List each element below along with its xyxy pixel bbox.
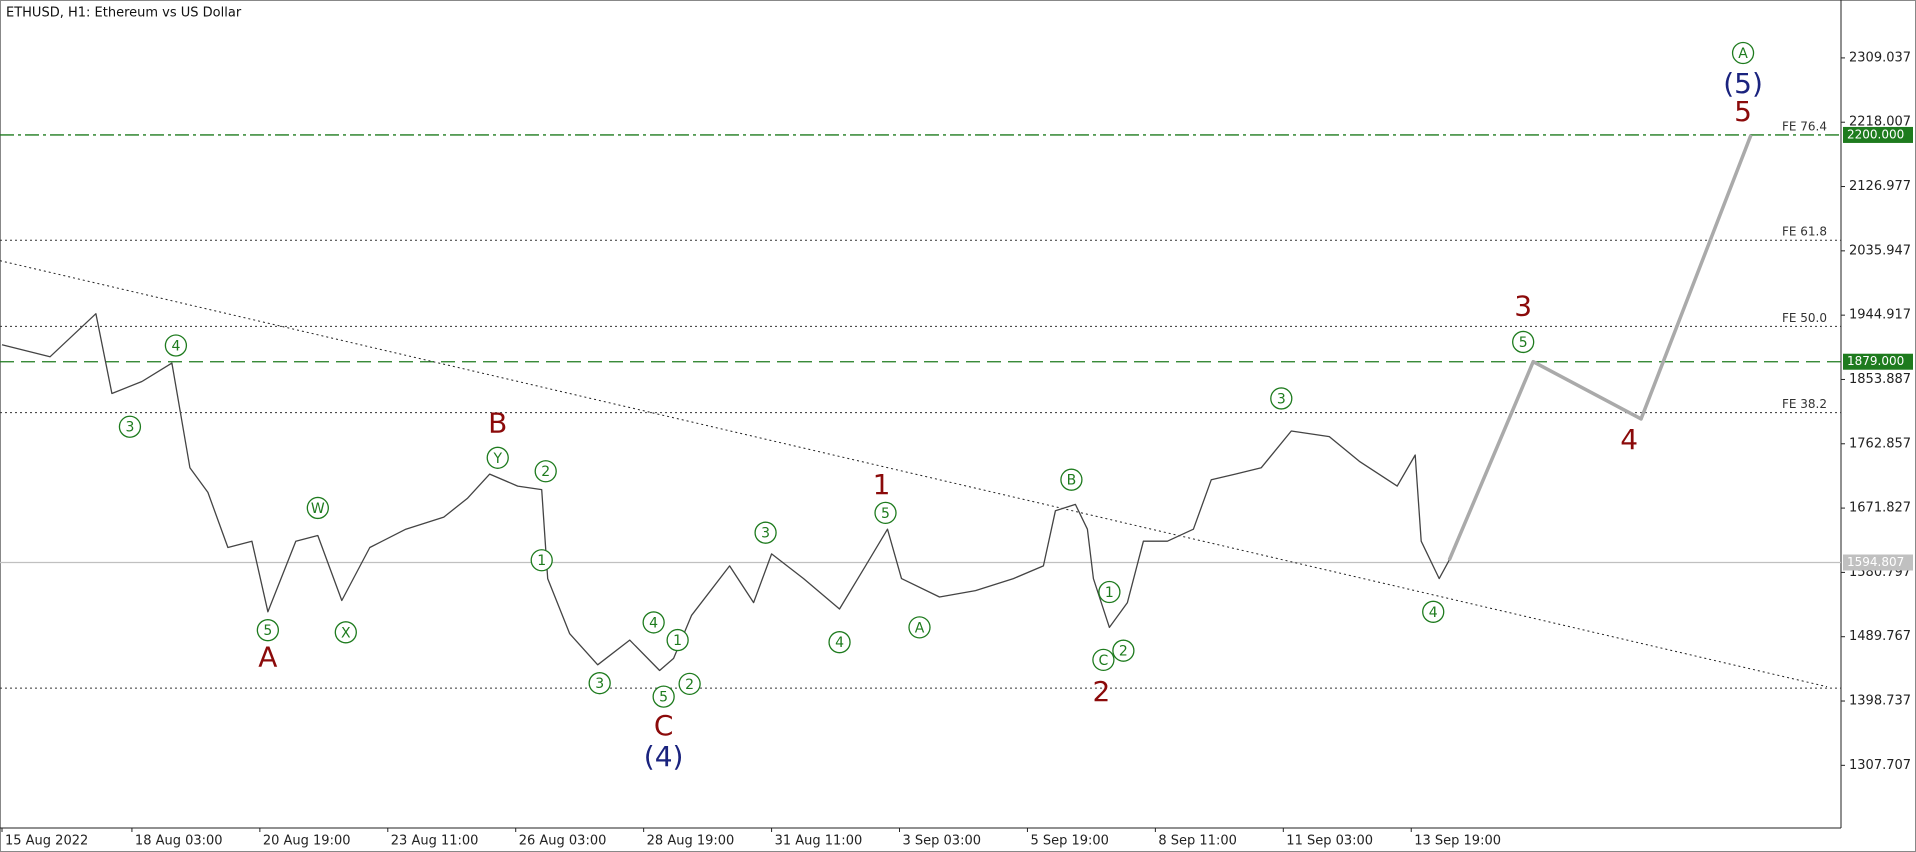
level-label: FE 61.8: [1782, 225, 1827, 239]
wave-label: B: [1067, 473, 1077, 489]
wave-label: 2: [1092, 675, 1110, 708]
wave-circle: [588, 672, 611, 695]
wave-label: 2: [541, 464, 550, 480]
wave-label: 1: [1105, 585, 1114, 601]
price-tag: 1594.807: [1847, 555, 1904, 569]
wave-label: 3: [1514, 289, 1532, 322]
wave-label: 4: [835, 635, 844, 651]
wave-circle: [642, 611, 665, 634]
wave-label: 5: [1734, 95, 1752, 128]
x-tick-label: 13 Sep 19:00: [1414, 834, 1501, 849]
wave-circle: [1060, 468, 1083, 491]
wave-circle: [652, 685, 675, 708]
wave-label: A: [258, 640, 277, 673]
wave-circle: [1512, 330, 1535, 354]
wave-circle: [164, 334, 188, 357]
y-tick-label: 1307.707: [1849, 758, 1911, 773]
y-tick-label: 2218.007: [1849, 115, 1911, 130]
wave-label: 4: [649, 615, 658, 631]
wave-label: 1: [873, 468, 891, 501]
x-tick-label: 31 Aug 11:00: [775, 834, 863, 849]
wave-label: 1: [673, 633, 682, 649]
wave-label: Y: [492, 451, 502, 467]
wave-label: 5: [659, 690, 668, 706]
wave-circle: [530, 549, 553, 572]
wave-label: C: [654, 709, 674, 742]
wave-label: (4): [644, 740, 684, 773]
x-tick-label: 15 Aug 2022: [5, 834, 88, 849]
price-line: [1, 313, 1450, 672]
wave-circle: [754, 521, 777, 544]
y-tick-label: 1853.887: [1849, 372, 1911, 387]
y-tick-label: 2035.947: [1849, 243, 1911, 258]
y-tick-label: 1489.767: [1849, 629, 1911, 644]
wave-circle: [118, 415, 142, 438]
wave-circle: [874, 501, 897, 525]
wave-circle: [1422, 600, 1445, 623]
x-tick-label: 28 Aug 19:00: [647, 834, 735, 849]
y-tick-label: 1671.827: [1849, 501, 1911, 516]
wave-circle: [1731, 41, 1755, 65]
y-tick-label: 1398.737: [1849, 694, 1911, 709]
y-tick-label: 1762.857: [1849, 436, 1911, 451]
price-tag-box: [1843, 126, 1913, 143]
price-tag: 2200.000: [1847, 127, 1904, 141]
wave-label: B: [488, 407, 507, 440]
y-tick-label: 2126.977: [1849, 179, 1911, 194]
wave-label: 3: [761, 526, 770, 542]
wave-label: 5: [1519, 335, 1528, 351]
wave-label: 2: [1119, 644, 1128, 660]
price-tag: 1879.000: [1847, 354, 1904, 368]
wave-circle: [908, 616, 931, 639]
wave-label: 3: [595, 676, 604, 692]
wave-label: W: [311, 501, 325, 517]
chart-title: ETHUSD, H1: Ethereum vs US Dollar: [6, 6, 242, 21]
wave-circle: [1112, 639, 1135, 662]
wave-label: C: [1099, 653, 1109, 669]
price-tag-box: [1843, 353, 1913, 370]
wave-label: 2: [685, 677, 694, 693]
wave-label: A: [1738, 46, 1748, 62]
wave-circle: [256, 619, 280, 642]
x-tick-label: 20 Aug 19:00: [263, 834, 351, 849]
wave-label: A: [915, 620, 925, 636]
x-tick-label: 26 Aug 03:00: [519, 834, 607, 849]
wave-label: 5: [881, 506, 890, 522]
wave-circle: [534, 460, 557, 483]
wave-circle: [828, 631, 851, 654]
x-tick-label: 11 Sep 03:00: [1286, 834, 1373, 849]
wave-label: 3: [1277, 391, 1286, 407]
x-tick-label: 8 Sep 11:00: [1158, 834, 1237, 849]
y-tick-label: 1944.917: [1849, 308, 1911, 323]
wave-circle: [486, 446, 509, 469]
wave-label: 4: [1429, 605, 1438, 621]
price-tag-box: [1843, 554, 1913, 571]
wave-label: 1: [537, 553, 546, 569]
wave-label: 4: [171, 338, 180, 354]
price-line: [1447, 134, 1753, 561]
wave-circle: [334, 621, 357, 644]
wave-label: 4: [1620, 423, 1638, 456]
level-label: FE 38.2: [1782, 397, 1827, 411]
wave-label: 3: [125, 420, 134, 436]
x-tick-label: 23 Aug 11:00: [391, 834, 479, 849]
x-tick-label: 3 Sep 03:00: [903, 834, 982, 849]
wave-label: (5): [1723, 67, 1763, 100]
wave-circle: [678, 672, 701, 696]
y-tick-label: 2309.037: [1849, 50, 1911, 65]
wave-label: 5: [263, 623, 272, 639]
wave-circle: [306, 496, 329, 520]
x-tick-label: 5 Sep 19:00: [1030, 834, 1109, 849]
wave-circle: [666, 628, 689, 652]
level-label: FE 50.0: [1782, 311, 1827, 325]
wave-label: X: [341, 625, 351, 641]
wave-circle: [1092, 648, 1115, 672]
wave-circle: [1098, 580, 1121, 604]
wave-circle: [1270, 387, 1293, 410]
x-tick-label: 18 Aug 03:00: [135, 834, 223, 849]
level-label: FE 76.4: [1782, 119, 1827, 133]
